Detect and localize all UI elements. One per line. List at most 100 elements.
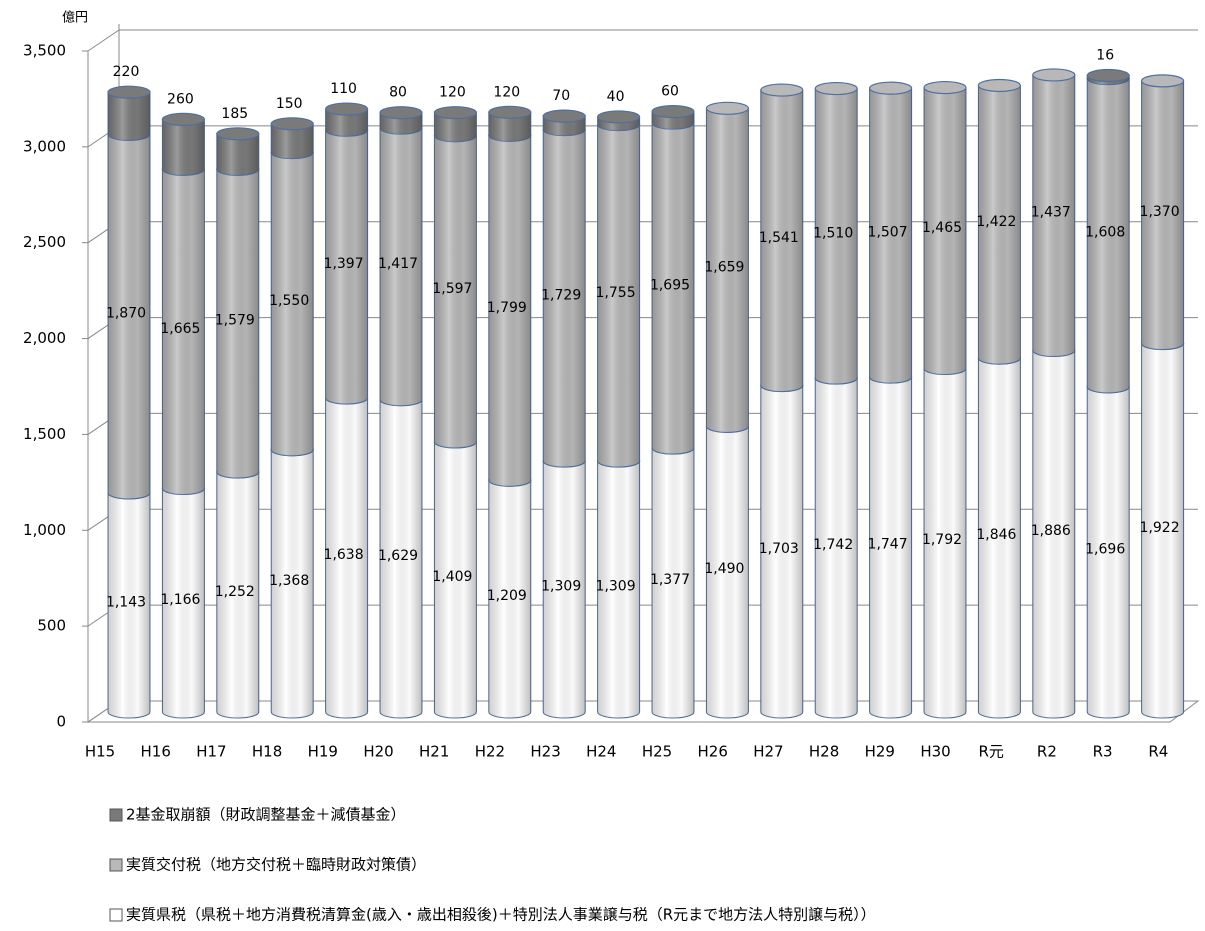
- bar-cap: [760, 83, 804, 97]
- value-label: 1,507: [868, 225, 908, 241]
- bar-shade: [216, 471, 259, 718]
- bar-shade: [1141, 80, 1184, 350]
- bar-cap: [1032, 68, 1076, 82]
- bar-shade: [978, 85, 1021, 365]
- y-unit: 億円: [62, 10, 88, 26]
- legend-swatch: [109, 908, 123, 922]
- value-label: 1,166: [160, 592, 200, 608]
- bar-shade: [488, 480, 531, 718]
- value-label: 1,792: [922, 532, 962, 548]
- bar-shade: [434, 441, 477, 718]
- bar-shade: [108, 134, 150, 499]
- x-tick-label: H21: [419, 743, 449, 761]
- grid-diagonal: [87, 29, 120, 52]
- bar-cap: [868, 81, 913, 95]
- bar-shade: [488, 112, 531, 142]
- value-label: 1,638: [324, 547, 364, 563]
- bar-shade: [815, 88, 858, 385]
- bar-shade: [1032, 350, 1075, 718]
- bar-cap: [107, 85, 151, 99]
- y-tick-label: 2,500: [23, 233, 66, 251]
- bar-cap: [705, 101, 750, 115]
- legend-label: 実質県税（県税＋地方消費税清算金(歳入・歳出相殺後)＋特別法人事業譲与税（R元ま…: [126, 906, 876, 924]
- value-label: 1,510: [813, 225, 853, 241]
- bar-shade: [543, 461, 586, 718]
- value-label: 1,309: [596, 579, 636, 595]
- value-label: 220: [113, 64, 140, 80]
- bar-shade: [1087, 386, 1130, 718]
- x-tick-label: H22: [475, 743, 505, 761]
- value-label: 1,886: [1031, 523, 1071, 539]
- x-tick-label: R元: [978, 743, 1003, 761]
- bar-cap: [325, 102, 369, 116]
- value-label: 1,703: [759, 541, 799, 557]
- x-tick-label: H18: [252, 743, 282, 761]
- value-label: 120: [439, 85, 466, 101]
- value-label: 1,209: [487, 588, 527, 604]
- value-label: 260: [167, 91, 194, 107]
- value-label: 1,465: [922, 220, 962, 236]
- bar-cap: [270, 117, 314, 131]
- bar-shade: [271, 449, 314, 718]
- bar-shade: [706, 426, 749, 718]
- x-tick-label: R4: [1148, 743, 1168, 761]
- bar-shade: [108, 92, 150, 141]
- bar-cap: [379, 106, 423, 120]
- value-label: 110: [330, 81, 357, 97]
- bar-shade: [108, 492, 150, 718]
- bar-shade: [1141, 343, 1184, 718]
- bar-shade: [869, 377, 912, 718]
- x-tick-label: H17: [196, 743, 226, 761]
- value-label: 1,870: [106, 306, 146, 322]
- bar-shade: [543, 129, 586, 468]
- x-tick-label: H26: [698, 743, 728, 761]
- value-label: 1,368: [269, 573, 309, 589]
- value-label: 1,742: [813, 537, 853, 553]
- value-label: 1,409: [432, 569, 472, 585]
- bar-cap: [488, 105, 532, 119]
- bar-shade: [978, 358, 1021, 718]
- bar-cap: [1140, 74, 1185, 88]
- bar-shade: [325, 397, 368, 718]
- value-label: 1,252: [215, 584, 255, 600]
- bar-shade: [488, 135, 531, 487]
- bar-cap: [216, 127, 260, 141]
- x-tick-label: H25: [642, 743, 672, 761]
- legend-swatch: [109, 808, 123, 822]
- bar-shade: [380, 399, 422, 718]
- value-label: 1,629: [378, 548, 418, 564]
- bar-shade: [325, 109, 368, 137]
- bar-shade: [652, 123, 694, 455]
- bar-shade: [924, 368, 966, 718]
- bar-shade: [434, 135, 477, 448]
- x-tick-label: H24: [586, 743, 616, 761]
- bar-shade: [162, 488, 205, 718]
- y-tick-label: 1,500: [23, 425, 66, 443]
- x-tick-label: H15: [85, 743, 115, 761]
- bar-shade: [434, 112, 477, 142]
- value-label: 1,729: [541, 287, 581, 303]
- value-label: 70: [552, 88, 570, 104]
- bar-cap: [651, 104, 695, 119]
- value-label: 1,846: [976, 527, 1016, 543]
- bar-cap: [433, 106, 477, 120]
- bar-cap: [1086, 68, 1130, 83]
- bar-cap: [161, 112, 205, 127]
- legend-swatch: [109, 858, 123, 872]
- bar-cap: [977, 78, 1022, 93]
- legend-label: 2基金取崩額（財政調整基金＋減債基金）: [126, 806, 406, 824]
- y-tick-label: 3,000: [23, 137, 66, 155]
- x-tick-label: H16: [141, 743, 171, 761]
- value-label: 40: [607, 89, 625, 105]
- bar-shade: [597, 461, 640, 718]
- value-label: 1,665: [160, 321, 200, 337]
- x-tick-label: H30: [920, 743, 950, 761]
- bar-shade: [325, 130, 368, 404]
- legend-label: 実質交付税（地方交付税＋臨時財政対策債）: [126, 856, 426, 874]
- bar-shade: [162, 169, 205, 495]
- x-tick-label: H29: [865, 743, 895, 761]
- x-tick-label: H23: [530, 743, 560, 761]
- bar-cap: [814, 81, 858, 96]
- bar-cap: [923, 80, 967, 95]
